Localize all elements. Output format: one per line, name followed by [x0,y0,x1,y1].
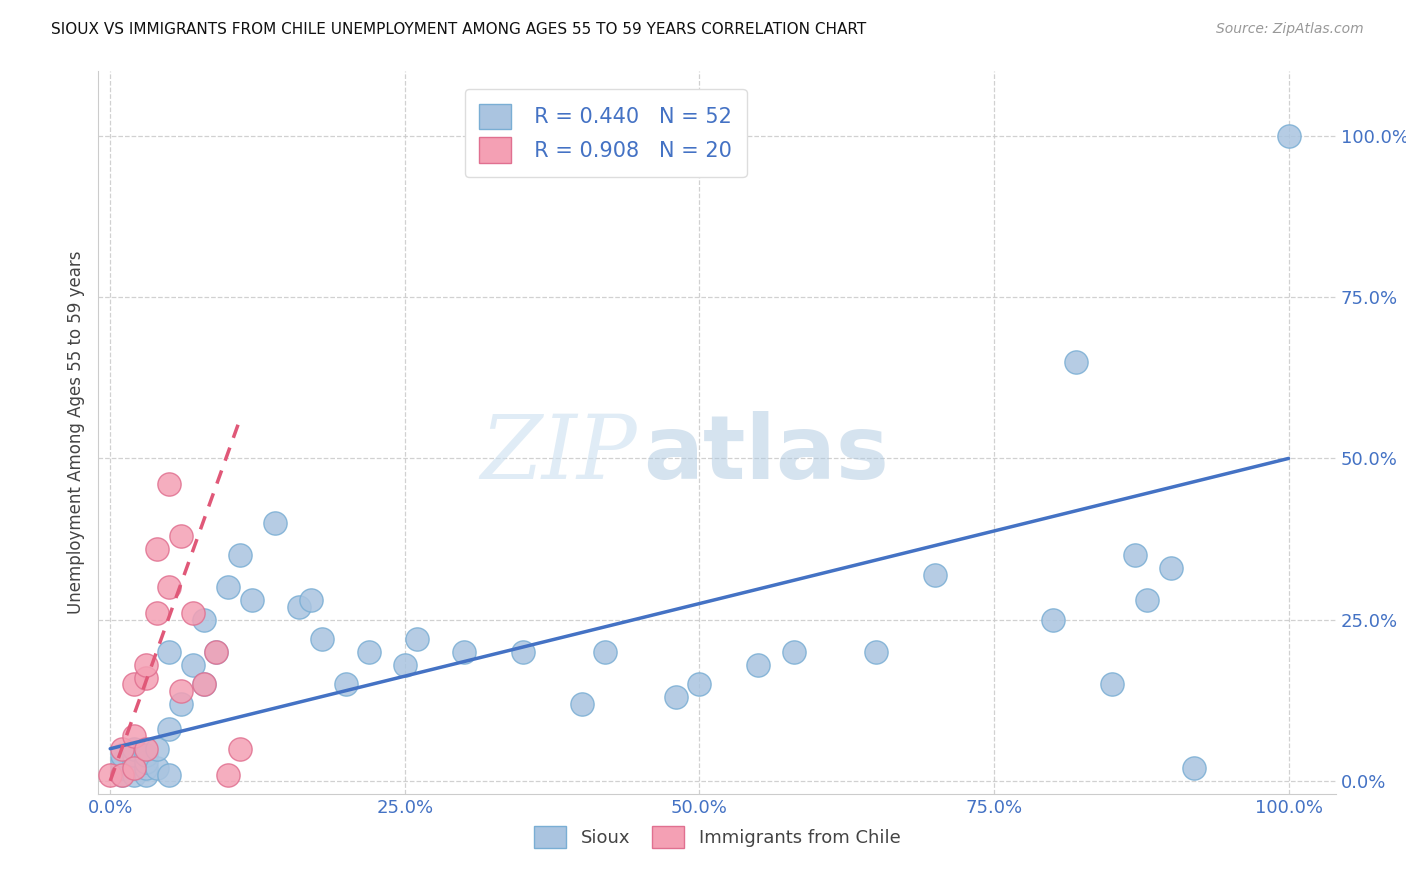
Point [593,645,616,659]
Point [122,677,145,691]
Point [229,741,252,756]
Point [688,677,710,691]
Point [135,657,157,672]
Point [193,613,215,627]
Point [111,741,134,756]
Point [157,767,180,781]
Point [1277,128,1299,143]
Point [146,761,169,775]
Point [1182,761,1205,775]
Text: atlas: atlas [643,411,889,498]
Point [135,767,157,781]
Point [122,741,145,756]
Point [229,548,252,562]
Point [217,767,239,781]
Point [122,761,145,775]
Point [181,607,204,621]
Point [146,541,169,556]
Y-axis label: Unemployment Among Ages 55 to 59 years: Unemployment Among Ages 55 to 59 years [66,251,84,615]
Point [453,645,475,659]
Point [571,697,593,711]
Text: SIOUX VS IMMIGRANTS FROM CHILE UNEMPLOYMENT AMONG AGES 55 TO 59 YEARS CORRELATIO: SIOUX VS IMMIGRANTS FROM CHILE UNEMPLOYM… [51,22,866,37]
Point [146,741,169,756]
Point [157,581,180,595]
Point [1101,677,1123,691]
Point [205,645,228,659]
Point [205,645,228,659]
Point [157,477,180,491]
Point [170,683,193,698]
Point [135,671,157,685]
Point [111,767,134,781]
Point [135,741,157,756]
Point [394,657,416,672]
Point [924,567,946,582]
Point [111,755,134,769]
Point [111,767,134,781]
Point [111,761,134,775]
Point [122,761,145,775]
Point [359,645,381,659]
Point [264,516,287,530]
Point [311,632,333,646]
Point [1066,354,1088,368]
Point [170,697,193,711]
Point [1160,561,1182,575]
Point [98,767,121,781]
Point [157,723,180,737]
Point [122,767,145,781]
Point [747,657,769,672]
Point [287,599,309,614]
Point [111,748,134,763]
Point [665,690,688,705]
Point [217,581,239,595]
Point [135,761,157,775]
Point [1042,613,1064,627]
Text: Source: ZipAtlas.com: Source: ZipAtlas.com [1216,22,1364,37]
Point [405,632,427,646]
Point [157,645,180,659]
Legend: Sioux, Immigrants from Chile: Sioux, Immigrants from Chile [524,817,910,857]
Point [122,748,145,763]
Point [146,607,169,621]
Point [135,755,157,769]
Point [135,748,157,763]
Point [865,645,887,659]
Text: ZIP: ZIP [479,411,637,498]
Point [240,593,263,607]
Point [193,677,215,691]
Point [1136,593,1159,607]
Point [122,729,145,743]
Point [335,677,357,691]
Point [170,529,193,543]
Point [193,677,215,691]
Point [181,657,204,672]
Point [299,593,322,607]
Point [122,755,145,769]
Point [512,645,534,659]
Point [782,645,804,659]
Point [1125,548,1147,562]
